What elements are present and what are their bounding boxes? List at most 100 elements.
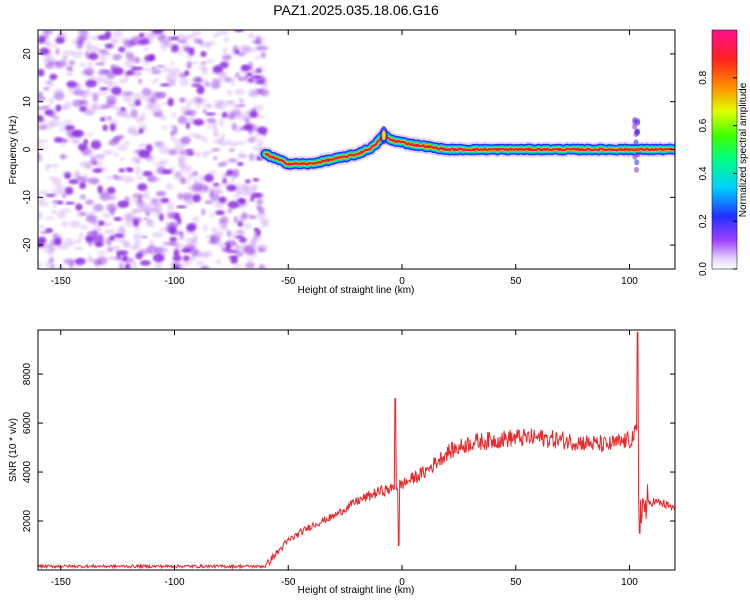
noise-blob	[210, 81, 221, 90]
noise-blob	[155, 191, 166, 197]
noise-blob	[87, 148, 94, 158]
noise-blob	[173, 249, 180, 257]
noise-blob	[123, 72, 131, 77]
noise-blob	[185, 227, 196, 235]
noise-blob	[93, 218, 103, 226]
noise-blob	[155, 64, 166, 68]
noise-blob	[226, 184, 237, 192]
noise-blob	[256, 204, 261, 211]
noise-blob	[233, 30, 245, 33]
noise-blob	[151, 80, 157, 84]
noise-blob	[133, 240, 141, 249]
noise-blob	[224, 77, 232, 83]
noise-blob	[204, 82, 211, 87]
noise-blob	[160, 35, 171, 45]
noise-blob	[132, 208, 140, 213]
noise-blob	[241, 46, 253, 54]
noise-blob	[159, 83, 170, 87]
noise-blob	[205, 234, 212, 239]
noise-blob	[177, 192, 183, 200]
spectrogram-noise-layer	[38, 30, 270, 269]
noise-blob	[51, 209, 57, 215]
noise-blob	[165, 73, 178, 83]
noise-blob	[193, 177, 198, 184]
noise-blob	[169, 236, 178, 243]
noise-blob	[162, 67, 171, 73]
noise-blob	[78, 30, 89, 36]
noise-blob	[194, 134, 205, 140]
noise-blob	[251, 67, 260, 76]
noise-blob	[75, 202, 81, 210]
noise-blob	[97, 185, 103, 194]
noise-blob	[144, 47, 149, 52]
noise-blob	[119, 262, 124, 269]
noise-blob	[173, 173, 184, 181]
noise-blob	[118, 225, 126, 234]
noise-blob	[159, 115, 167, 121]
noise-blob	[39, 196, 44, 203]
noise-blob	[232, 106, 240, 115]
noise-blob	[54, 88, 64, 94]
snr-x-label: Height of straight line (km)	[298, 585, 415, 596]
noise-blob	[257, 138, 264, 148]
noise-blob	[44, 40, 52, 45]
noise-blob	[169, 81, 176, 86]
noise-blob	[234, 244, 240, 253]
noise-blob	[122, 257, 134, 263]
noise-blob	[214, 64, 222, 71]
noise-blob	[71, 50, 83, 59]
noise-blob	[38, 236, 47, 245]
noise-blob	[122, 141, 131, 146]
noise-blob	[49, 73, 58, 81]
noise-blob	[124, 263, 131, 269]
noise-blob	[62, 120, 74, 126]
noise-blob	[109, 235, 115, 242]
noise-blob	[90, 140, 102, 150]
noise-blob	[123, 214, 134, 222]
noise-blob	[49, 107, 59, 115]
noise-blob	[209, 185, 222, 193]
noise-blob	[38, 262, 43, 268]
noise-blob	[215, 259, 222, 264]
noise-blob	[43, 86, 50, 91]
noise-blob	[86, 211, 96, 220]
noise-blob	[130, 109, 138, 118]
noise-blob	[238, 198, 246, 205]
spectrogram-x-tick-label: 0	[399, 276, 405, 287]
noise-blob	[149, 239, 155, 249]
noise-blob	[145, 143, 153, 153]
noise-blob	[247, 257, 253, 263]
noise-blob	[68, 85, 74, 93]
noise-blob	[50, 120, 62, 127]
noise-blob	[186, 99, 192, 108]
noise-blob	[237, 98, 244, 103]
noise-blob	[141, 235, 148, 239]
chart-title: PAZ1.2025.035.18.06.G16	[273, 2, 439, 18]
noise-blob	[249, 136, 257, 142]
noise-blob	[167, 97, 174, 107]
noise-blob	[231, 122, 237, 131]
noise-blob	[51, 115, 61, 121]
noise-blob	[179, 177, 190, 185]
noise-blob	[118, 51, 125, 55]
noise-blob	[150, 68, 162, 75]
noise-blob	[179, 78, 189, 87]
noise-blob	[122, 114, 133, 119]
noise-blob	[136, 175, 144, 180]
noise-blob	[209, 193, 220, 202]
noise-blob	[246, 72, 253, 77]
noise-blob	[161, 169, 173, 175]
noise-blob	[222, 221, 227, 230]
noise-blob	[213, 103, 222, 109]
noise-blob	[187, 222, 198, 229]
noise-blob	[223, 36, 230, 43]
snr-x-tick-label: -150	[51, 577, 71, 588]
noise-blob	[246, 80, 256, 85]
noise-blob	[204, 200, 214, 205]
noise-blob	[85, 199, 94, 205]
noise-blob	[108, 38, 115, 42]
spectral-spread	[633, 130, 639, 137]
noise-blob	[65, 72, 72, 76]
noise-blob	[58, 31, 67, 41]
